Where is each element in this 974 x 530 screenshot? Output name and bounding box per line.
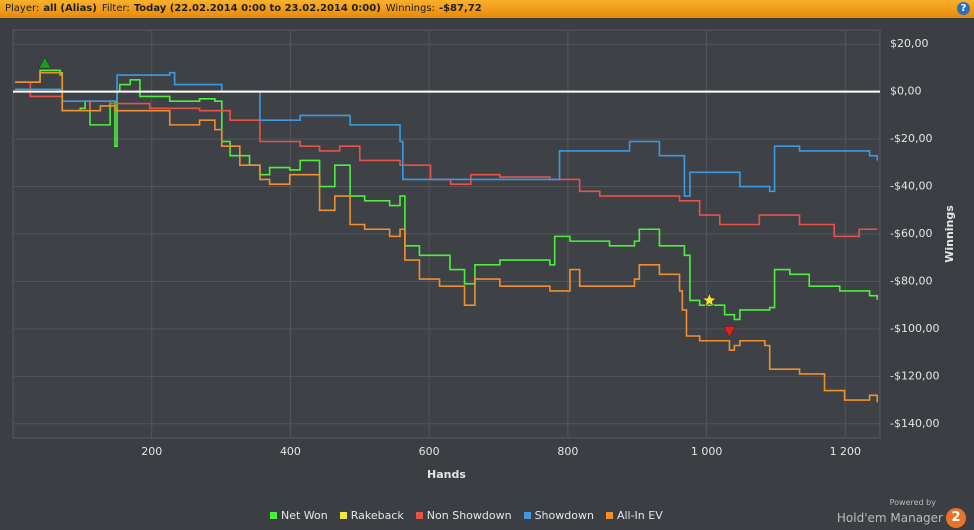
x-axis-label: Hands [427,468,466,481]
legend-label: Net Won [281,509,328,522]
y-tick-label: -$20,00 [890,132,932,145]
series-line [15,71,879,403]
logo-name: Hold'em Manager [836,510,943,525]
series-line [15,81,878,238]
legend: Net Won Rakeback Non Showdown Showdown All-I… [270,509,663,522]
header-bar: Player: all (Alias) Filter: Today (22.02.20… [0,0,974,18]
y-tick-label: -$80,00 [890,274,932,287]
header-value: all (Alias) [43,3,97,14]
legend-swatch [415,512,423,519]
help-button[interactable]: ? [957,2,970,15]
y-tick-label: -$60,00 [890,227,932,240]
y-tick-label: -$100,00 [890,322,939,335]
legend-item: Non Showdown [415,509,512,522]
header-value: -$87,72 [438,3,482,14]
marker [38,56,52,69]
x-tick-label: 200 [141,445,162,458]
header-label: Filter: [101,3,130,14]
legend-swatch [270,512,277,519]
legend-item: Showdown [523,509,594,522]
legend-swatch [605,512,613,519]
y-tick-label: $20,00 [890,37,929,50]
series-line [15,71,879,197]
x-tick-label: 400 [280,445,301,458]
y-tick-label: $0,00 [890,85,922,98]
x-tick-label: 600 [419,445,440,458]
x-tick-label: 800 [557,445,578,458]
legend-swatch [523,512,531,519]
x-tick-label: 1 200 [830,445,862,458]
logo: Powered by Hold'em Manager 2 [837,498,966,528]
x-tick-label: 1 000 [691,445,723,458]
header-label: Player: [5,3,40,14]
legend-item: All-In EV [605,509,663,522]
logo-version: 2 [946,507,966,528]
legend-swatch [339,512,347,519]
logo-powered: Powered by [889,498,936,507]
header-label: Winnings: [385,3,435,14]
y-tick-label: -$40,00 [890,180,932,193]
y-tick-label: -$140,00 [890,417,939,430]
header-value: Today (22.02.2014 0:00 to 23.02.2014 0:0… [133,3,381,14]
legend-label: All-In EV [616,509,663,522]
marker [702,292,717,307]
y-axis-label: Winnings [943,205,956,263]
legend-label: Non Showdown [426,509,512,522]
legend-label: Rakeback [350,509,404,522]
legend-label: Showdown [534,509,594,522]
legend-item: Rakeback [339,509,404,522]
marker [723,326,736,338]
legend-item: Net Won [270,509,328,522]
y-tick-label: -$120,00 [890,369,939,382]
